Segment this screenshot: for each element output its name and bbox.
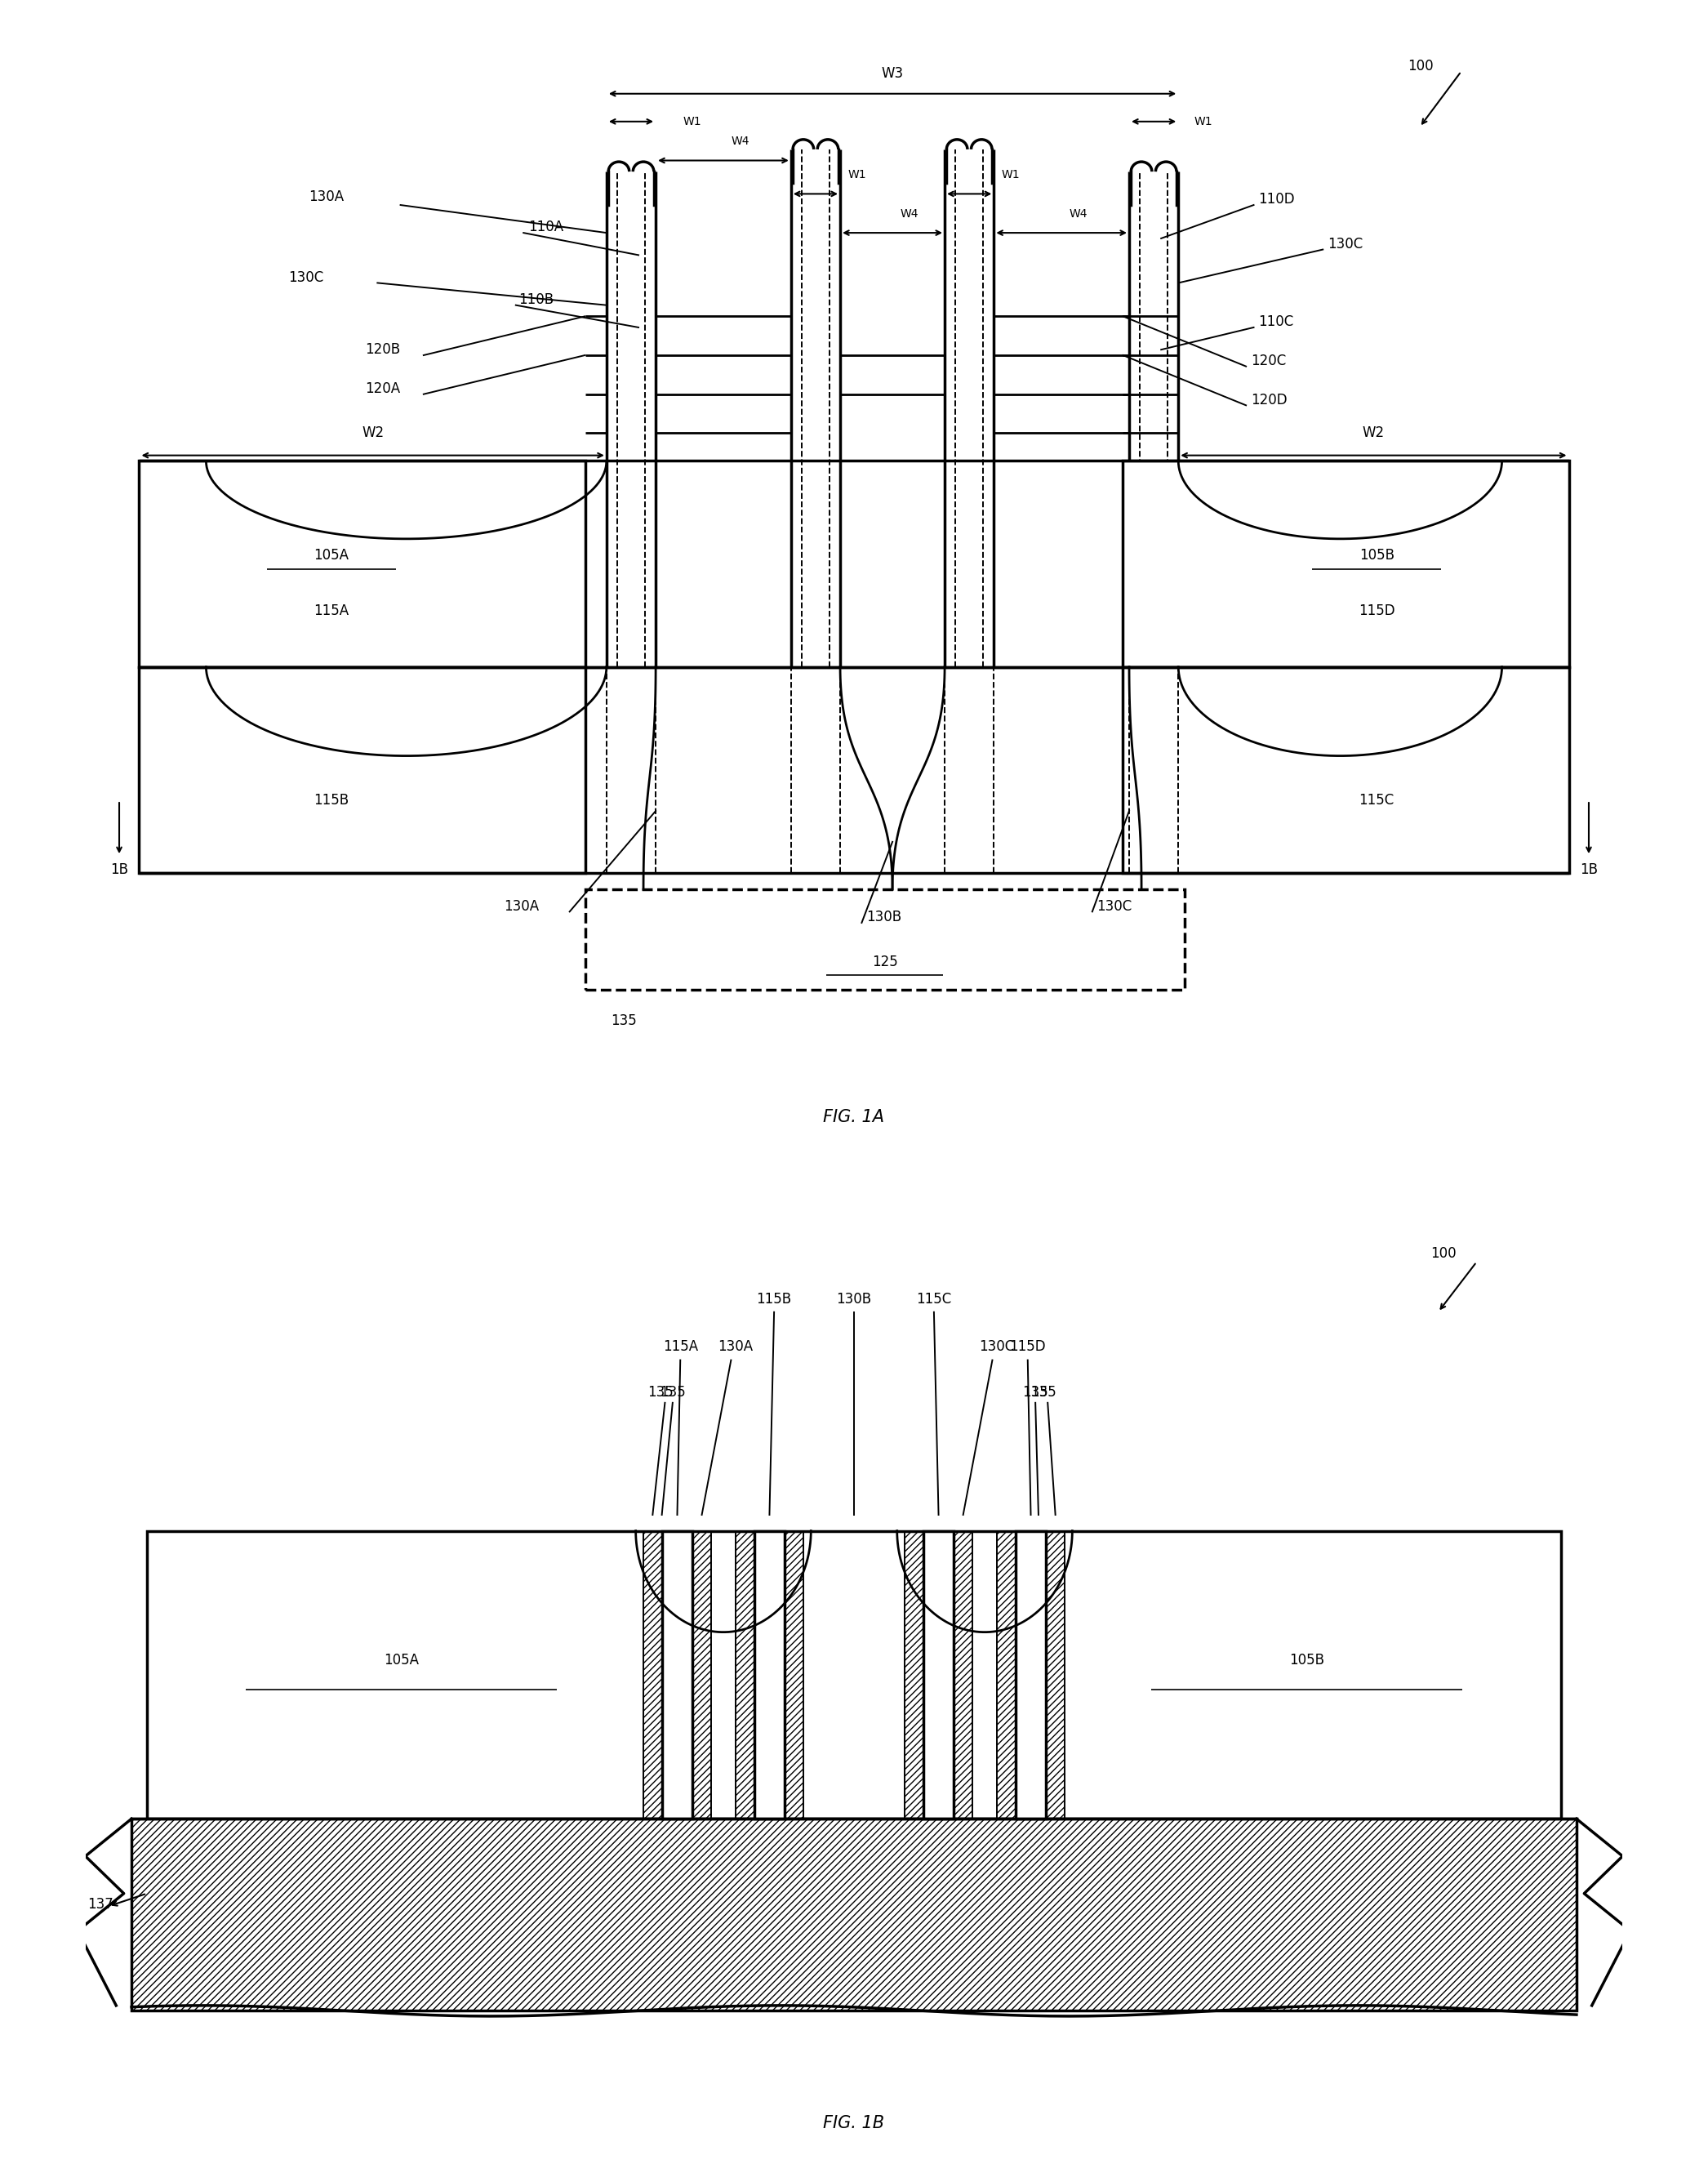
Text: 137: 137 (87, 1896, 113, 1911)
Text: W1: W1 (683, 116, 702, 127)
Text: W2: W2 (1363, 425, 1385, 441)
Text: 130C: 130C (979, 1340, 1015, 1353)
Text: 130C: 130C (1097, 899, 1132, 914)
Text: 105A: 105A (384, 1654, 418, 1667)
Text: 1B: 1B (1580, 862, 1597, 877)
Text: 105B: 105B (1360, 548, 1394, 563)
Bar (1015, 1532, 1045, 1820)
Bar (786, 1532, 803, 1820)
Bar (736, 1532, 755, 1820)
Text: 135: 135 (1023, 1386, 1049, 1399)
Text: 1B: 1B (111, 862, 128, 877)
Bar (140, 460, 584, 668)
Bar (147, 1532, 1561, 1820)
Bar (1045, 1532, 1064, 1820)
Text: 115C: 115C (915, 1292, 951, 1307)
Bar (693, 1532, 711, 1820)
Text: 115B: 115B (314, 792, 348, 807)
Bar (755, 1532, 786, 1820)
Text: 115B: 115B (757, 1292, 793, 1307)
Text: W3: W3 (881, 65, 904, 81)
Text: 120C: 120C (1250, 353, 1286, 369)
Bar (584, 890, 1185, 988)
Text: 115D: 115D (1358, 604, 1395, 618)
Bar (905, 1532, 922, 1820)
Bar (953, 1532, 972, 1820)
Text: 115D: 115D (1009, 1340, 1045, 1353)
Text: W4: W4 (900, 207, 919, 220)
Text: 135: 135 (1030, 1386, 1056, 1399)
Text: 105A: 105A (314, 548, 348, 563)
Bar (1124, 668, 1570, 873)
Bar (922, 1532, 953, 1820)
Text: 100: 100 (1407, 59, 1433, 74)
Bar (663, 1532, 693, 1820)
Text: 115A: 115A (663, 1340, 699, 1353)
Text: 130B: 130B (837, 1292, 871, 1307)
Text: 130A: 130A (309, 190, 343, 205)
Bar (132, 1820, 1576, 2012)
Text: 120B: 120B (366, 343, 400, 358)
Text: FIG. 1B: FIG. 1B (823, 2114, 885, 2132)
Text: W4: W4 (1069, 207, 1088, 220)
Text: 120A: 120A (366, 382, 400, 395)
Text: 135: 135 (647, 1386, 673, 1399)
Text: 130C: 130C (289, 271, 325, 284)
Text: 130A: 130A (504, 899, 540, 914)
Text: 130C: 130C (1327, 236, 1363, 251)
Text: 125: 125 (871, 954, 898, 969)
Text: W2: W2 (362, 425, 384, 441)
Text: 135: 135 (610, 1012, 637, 1028)
Text: 110B: 110B (519, 292, 553, 308)
Text: 130B: 130B (866, 910, 902, 925)
Text: 110D: 110D (1259, 192, 1295, 207)
Text: W1: W1 (1194, 116, 1213, 127)
Bar (140, 668, 584, 873)
Text: 115C: 115C (1360, 792, 1394, 807)
Text: W1: W1 (1001, 170, 1020, 181)
Bar (644, 1532, 663, 1820)
Text: 105B: 105B (1290, 1654, 1324, 1667)
Text: FIG. 1A: FIG. 1A (823, 1108, 885, 1126)
Text: 110C: 110C (1259, 314, 1293, 329)
Bar (1124, 460, 1570, 668)
Text: 120D: 120D (1250, 393, 1288, 408)
Bar (997, 1532, 1015, 1820)
Text: 110A: 110A (528, 220, 564, 236)
Text: 115A: 115A (314, 604, 348, 618)
Text: W1: W1 (847, 170, 866, 181)
Text: 100: 100 (1431, 1246, 1457, 1261)
Text: 130A: 130A (717, 1340, 753, 1353)
Text: W4: W4 (731, 135, 750, 146)
Text: 135: 135 (659, 1386, 685, 1399)
